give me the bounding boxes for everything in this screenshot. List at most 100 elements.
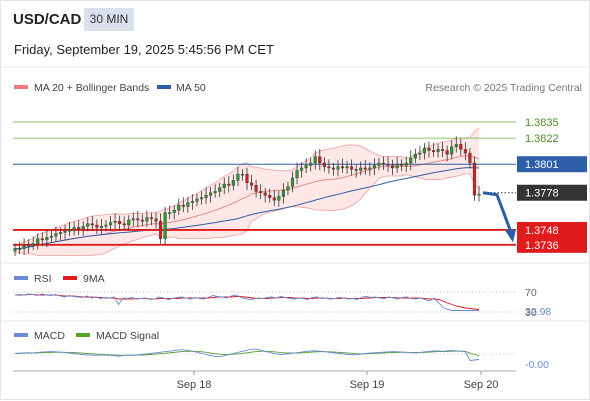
candle-body bbox=[395, 164, 399, 169]
forecast-arrow-shaft bbox=[482, 191, 513, 233]
candle-body bbox=[331, 167, 335, 170]
resistance-level-label: 1.3822 bbox=[525, 133, 559, 145]
candle-body bbox=[118, 221, 122, 224]
candle-body bbox=[122, 223, 126, 226]
symbol-title: USD/CAD bbox=[13, 11, 82, 28]
candle-body bbox=[404, 162, 408, 166]
pivot-level-tag bbox=[517, 156, 587, 173]
macd-line bbox=[14, 348, 480, 361]
candle-body bbox=[17, 248, 22, 250]
candle-body bbox=[318, 156, 322, 164]
candle-body bbox=[377, 162, 381, 166]
candle-body bbox=[190, 201, 194, 203]
candle-body bbox=[77, 227, 81, 229]
bollinger-fill bbox=[15, 127, 479, 256]
pivot-level-label: 1.3801 bbox=[525, 159, 559, 171]
candle-body bbox=[90, 223, 94, 226]
x-tick-label: Sep 20 bbox=[464, 379, 499, 391]
candle-body bbox=[263, 192, 267, 196]
candle-body bbox=[154, 218, 158, 222]
candle-body bbox=[172, 209, 176, 213]
candle-body bbox=[354, 168, 358, 171]
candle-body bbox=[95, 224, 99, 228]
x-tick-label: Sep 19 bbox=[350, 379, 385, 391]
candle-body bbox=[418, 152, 422, 155]
candle-body bbox=[309, 162, 313, 166]
candle-body bbox=[413, 154, 417, 159]
support-level-tag bbox=[517, 221, 587, 238]
candle-body bbox=[45, 237, 49, 241]
candle-body bbox=[350, 166, 354, 170]
candle-body bbox=[268, 195, 272, 198]
candle-body bbox=[391, 165, 395, 169]
candle-body bbox=[231, 180, 235, 186]
candle-body bbox=[27, 244, 31, 247]
legend-ma50-label: MA 50 bbox=[176, 82, 206, 94]
candle-body bbox=[13, 248, 17, 252]
candle-body bbox=[272, 197, 276, 201]
candle-body bbox=[99, 226, 103, 228]
candle-body bbox=[340, 166, 345, 169]
candle-body bbox=[68, 229, 72, 232]
candle-body bbox=[140, 219, 144, 222]
candle-body bbox=[259, 191, 263, 193]
support-level-label: 1.3736 bbox=[525, 240, 559, 252]
candle-body bbox=[159, 221, 163, 239]
candle-body bbox=[63, 230, 67, 233]
candle-body bbox=[372, 165, 376, 169]
candle-body bbox=[304, 165, 308, 169]
macd-last-value: -0.00 bbox=[525, 359, 549, 371]
ma50-line bbox=[15, 167, 480, 250]
candle-body bbox=[149, 217, 154, 219]
candle-body bbox=[72, 227, 76, 231]
candle-body bbox=[31, 243, 35, 246]
candle-body bbox=[322, 162, 326, 167]
candle-body bbox=[218, 187, 222, 192]
candle-body bbox=[431, 150, 436, 153]
candle-body bbox=[168, 212, 172, 214]
candle-body bbox=[209, 192, 213, 196]
candle-body bbox=[136, 218, 140, 221]
candle-body bbox=[163, 212, 167, 239]
candle-body bbox=[477, 193, 481, 196]
candle-body bbox=[286, 186, 290, 191]
candle-body bbox=[290, 177, 295, 187]
macd-panel: -0.00 bbox=[13, 348, 549, 371]
rsi-level-label: 30 bbox=[525, 307, 537, 319]
candle-body bbox=[195, 198, 199, 202]
candle-body bbox=[254, 185, 258, 192]
candle-body bbox=[40, 238, 44, 241]
rsi-legend: RSI 9MA bbox=[14, 273, 105, 285]
rsi-ma-legend-swatch bbox=[63, 276, 77, 280]
legend-ma50-swatch bbox=[157, 85, 171, 89]
price-levels: 1.3835 1.3822 1.3801 1.3778 1.3748 1.3736 bbox=[13, 117, 587, 253]
candle-body bbox=[22, 245, 26, 249]
copyright-text: Research © 2025 Trading Central bbox=[425, 82, 582, 94]
candle-body bbox=[450, 146, 454, 155]
candle-body bbox=[400, 164, 404, 166]
timeframe-button[interactable]: 30 MIN bbox=[84, 8, 134, 31]
candle-body bbox=[222, 183, 226, 188]
candle-body bbox=[454, 144, 458, 148]
candle-body bbox=[236, 173, 240, 181]
macd-legend-label: MACD bbox=[34, 330, 65, 342]
candle-body bbox=[58, 232, 63, 234]
candle-body bbox=[81, 226, 85, 229]
candle-body bbox=[427, 147, 431, 151]
candle-body bbox=[131, 218, 135, 221]
x-axis: Sep 18 Sep 19 Sep 20 bbox=[177, 371, 499, 391]
rsi-last-value: 32.98 bbox=[525, 306, 551, 318]
rsi-legend-label: RSI bbox=[34, 273, 52, 285]
resistance-level-label: 1.3835 bbox=[525, 117, 559, 129]
candle-body bbox=[445, 150, 449, 155]
timestamp: Friday, September 19, 2025 5:45:56 PM CE… bbox=[14, 42, 274, 57]
macd-legend: MACD MACD Signal bbox=[14, 330, 159, 342]
rsi-legend-swatch bbox=[14, 276, 28, 280]
rsi-line bbox=[14, 293, 479, 311]
candle-body bbox=[181, 204, 185, 207]
current-price-label: 1.3778 bbox=[525, 188, 559, 200]
candle-body bbox=[249, 182, 254, 186]
candle-body bbox=[345, 166, 349, 169]
